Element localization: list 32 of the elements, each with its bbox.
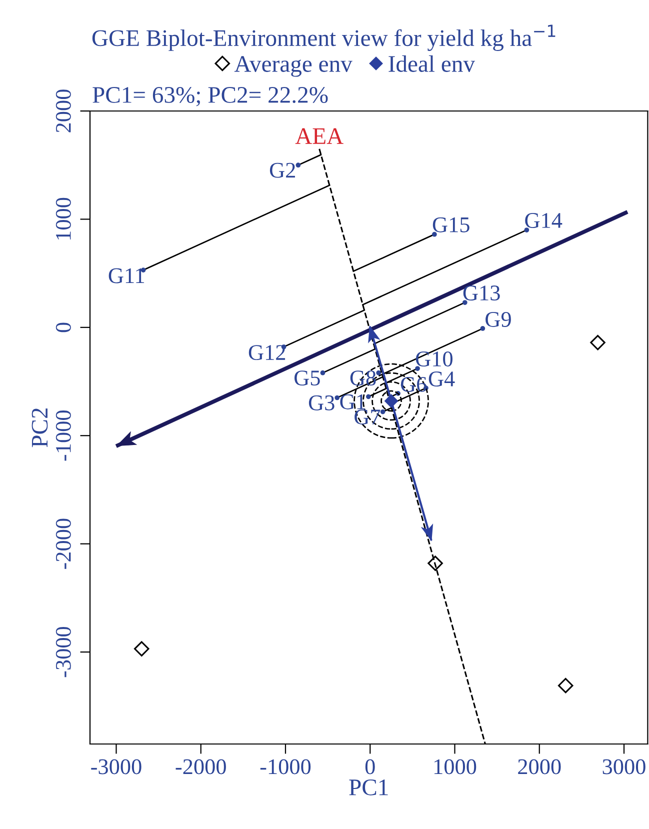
data-label: G4 [428, 372, 455, 386]
y-tick-label: -1000 [56, 410, 71, 461]
x-axis-title: PC1 [349, 779, 388, 796]
x-tick-label: -3000 [91, 759, 142, 774]
y-tick-label: -3000 [56, 626, 71, 678]
data-label: G5 [294, 370, 320, 386]
x-tick-label: 0 [365, 759, 375, 774]
data-label: G15 [432, 217, 470, 232]
data-label: G14 [525, 213, 562, 228]
x-tick-label: -2000 [176, 759, 226, 774]
series-label: AEA [295, 128, 344, 144]
y-tick-label: 0 [56, 322, 71, 332]
data-label: G11 [108, 268, 144, 284]
x-tick-label: 2000 [518, 759, 561, 774]
chart-subtitle: PC1= 63%; PC2= 22.2% [92, 86, 328, 106]
data-label: G12 [248, 345, 286, 360]
y-tick-label: 2000 [56, 90, 71, 132]
y-tick-label: 1000 [56, 198, 71, 240]
x-tick-label: 3000 [602, 759, 646, 774]
y-axis-title: PC2 [32, 408, 48, 448]
y-tick-label: -2000 [56, 518, 71, 569]
data-label: G3 [308, 395, 334, 410]
chart-title: GGE Biplot-Environment view for yield kg ha$^{−1}$ [92, 24, 556, 51]
legend-label: Average env [234, 56, 352, 77]
legend-label: Ideal env [388, 55, 476, 72]
data-label: G2 [270, 162, 295, 178]
x-tick-label: -1000 [260, 759, 311, 774]
data-label: G8 [350, 370, 376, 386]
data-label: G13 [463, 286, 500, 300]
data-label: G9 [486, 312, 511, 327]
x-tick-label: 1000 [434, 759, 476, 774]
data-label: G10 [416, 351, 452, 366]
